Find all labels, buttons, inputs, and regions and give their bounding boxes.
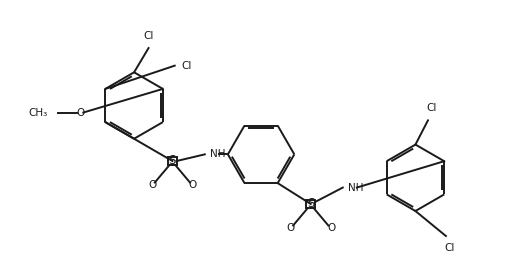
Text: NH: NH: [348, 183, 364, 193]
Text: O: O: [148, 180, 156, 190]
Text: O: O: [286, 223, 295, 233]
Text: Cl: Cl: [445, 243, 455, 253]
Text: O: O: [189, 180, 197, 190]
Text: CH₃: CH₃: [28, 107, 47, 118]
Text: Cl: Cl: [427, 103, 437, 113]
Text: Cl: Cl: [143, 31, 154, 41]
Text: S: S: [307, 197, 314, 211]
Text: S: S: [169, 154, 176, 167]
Text: O: O: [76, 107, 84, 118]
Text: O: O: [327, 223, 335, 233]
Text: Cl: Cl: [182, 61, 192, 71]
Text: NH: NH: [210, 149, 226, 159]
